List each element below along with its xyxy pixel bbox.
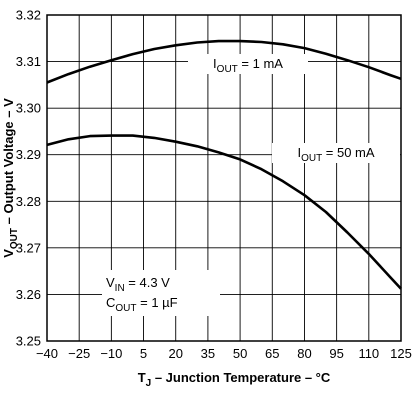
x-tick-label: 65 — [265, 346, 279, 361]
x-tick-label: −25 — [68, 346, 90, 361]
condition-vin: VIN = 4.3 V — [106, 275, 170, 294]
x-tick-label: 80 — [297, 346, 311, 361]
x-tick-label: 50 — [233, 346, 247, 361]
y-tick-label: 3.26 — [16, 287, 41, 302]
label-mask — [188, 54, 308, 74]
series-line-0 — [46, 39, 402, 84]
x-tick-label: 125 — [390, 346, 412, 361]
x-tick-label: 5 — [140, 346, 147, 361]
y-tick-label: 3.29 — [16, 147, 41, 162]
y-tick-label: 3.31 — [16, 54, 41, 69]
y-tick-labels: 3.25 3.26 3.27 3.28 3.29 3.30 3.31 3.32 — [16, 8, 41, 349]
y-tick-label: 3.28 — [16, 194, 41, 209]
x-tick-label: −40 — [36, 346, 58, 361]
x-tick-labels: −40 −25 −10 5 20 35 50 65 80 95 110 125 — [36, 346, 412, 361]
conditions-background — [102, 270, 220, 316]
y-tick-label: 3.27 — [16, 240, 41, 255]
x-tick-label: 35 — [201, 346, 215, 361]
series-lines — [46, 39, 402, 290]
plot-frame — [46, 14, 402, 342]
conditions-mask — [102, 270, 220, 316]
series-line-1 — [46, 134, 402, 290]
x-tick-label: 110 — [358, 346, 379, 361]
x-axis-title: TJ – Junction Temperature – °C — [138, 370, 331, 389]
y-tick-label: 3.25 — [16, 334, 41, 349]
y-tick-label: 3.32 — [16, 8, 41, 23]
series-label-background-1mA — [188, 54, 400, 163]
condition-cout: COUT = 1 µF — [106, 295, 178, 314]
series-label-50mA: IOUT = 50 mA — [297, 145, 374, 164]
y-axis-title: VOUT – Output Voltage – V — [1, 98, 20, 258]
label-mask — [272, 143, 400, 163]
x-tick-label: 20 — [168, 346, 182, 361]
series-label-1mA: IOUT = 1 mA — [213, 56, 283, 75]
x-tick-label: −10 — [100, 346, 122, 361]
y-tick-label: 3.30 — [16, 101, 41, 116]
x-tick-label: 95 — [329, 346, 343, 361]
